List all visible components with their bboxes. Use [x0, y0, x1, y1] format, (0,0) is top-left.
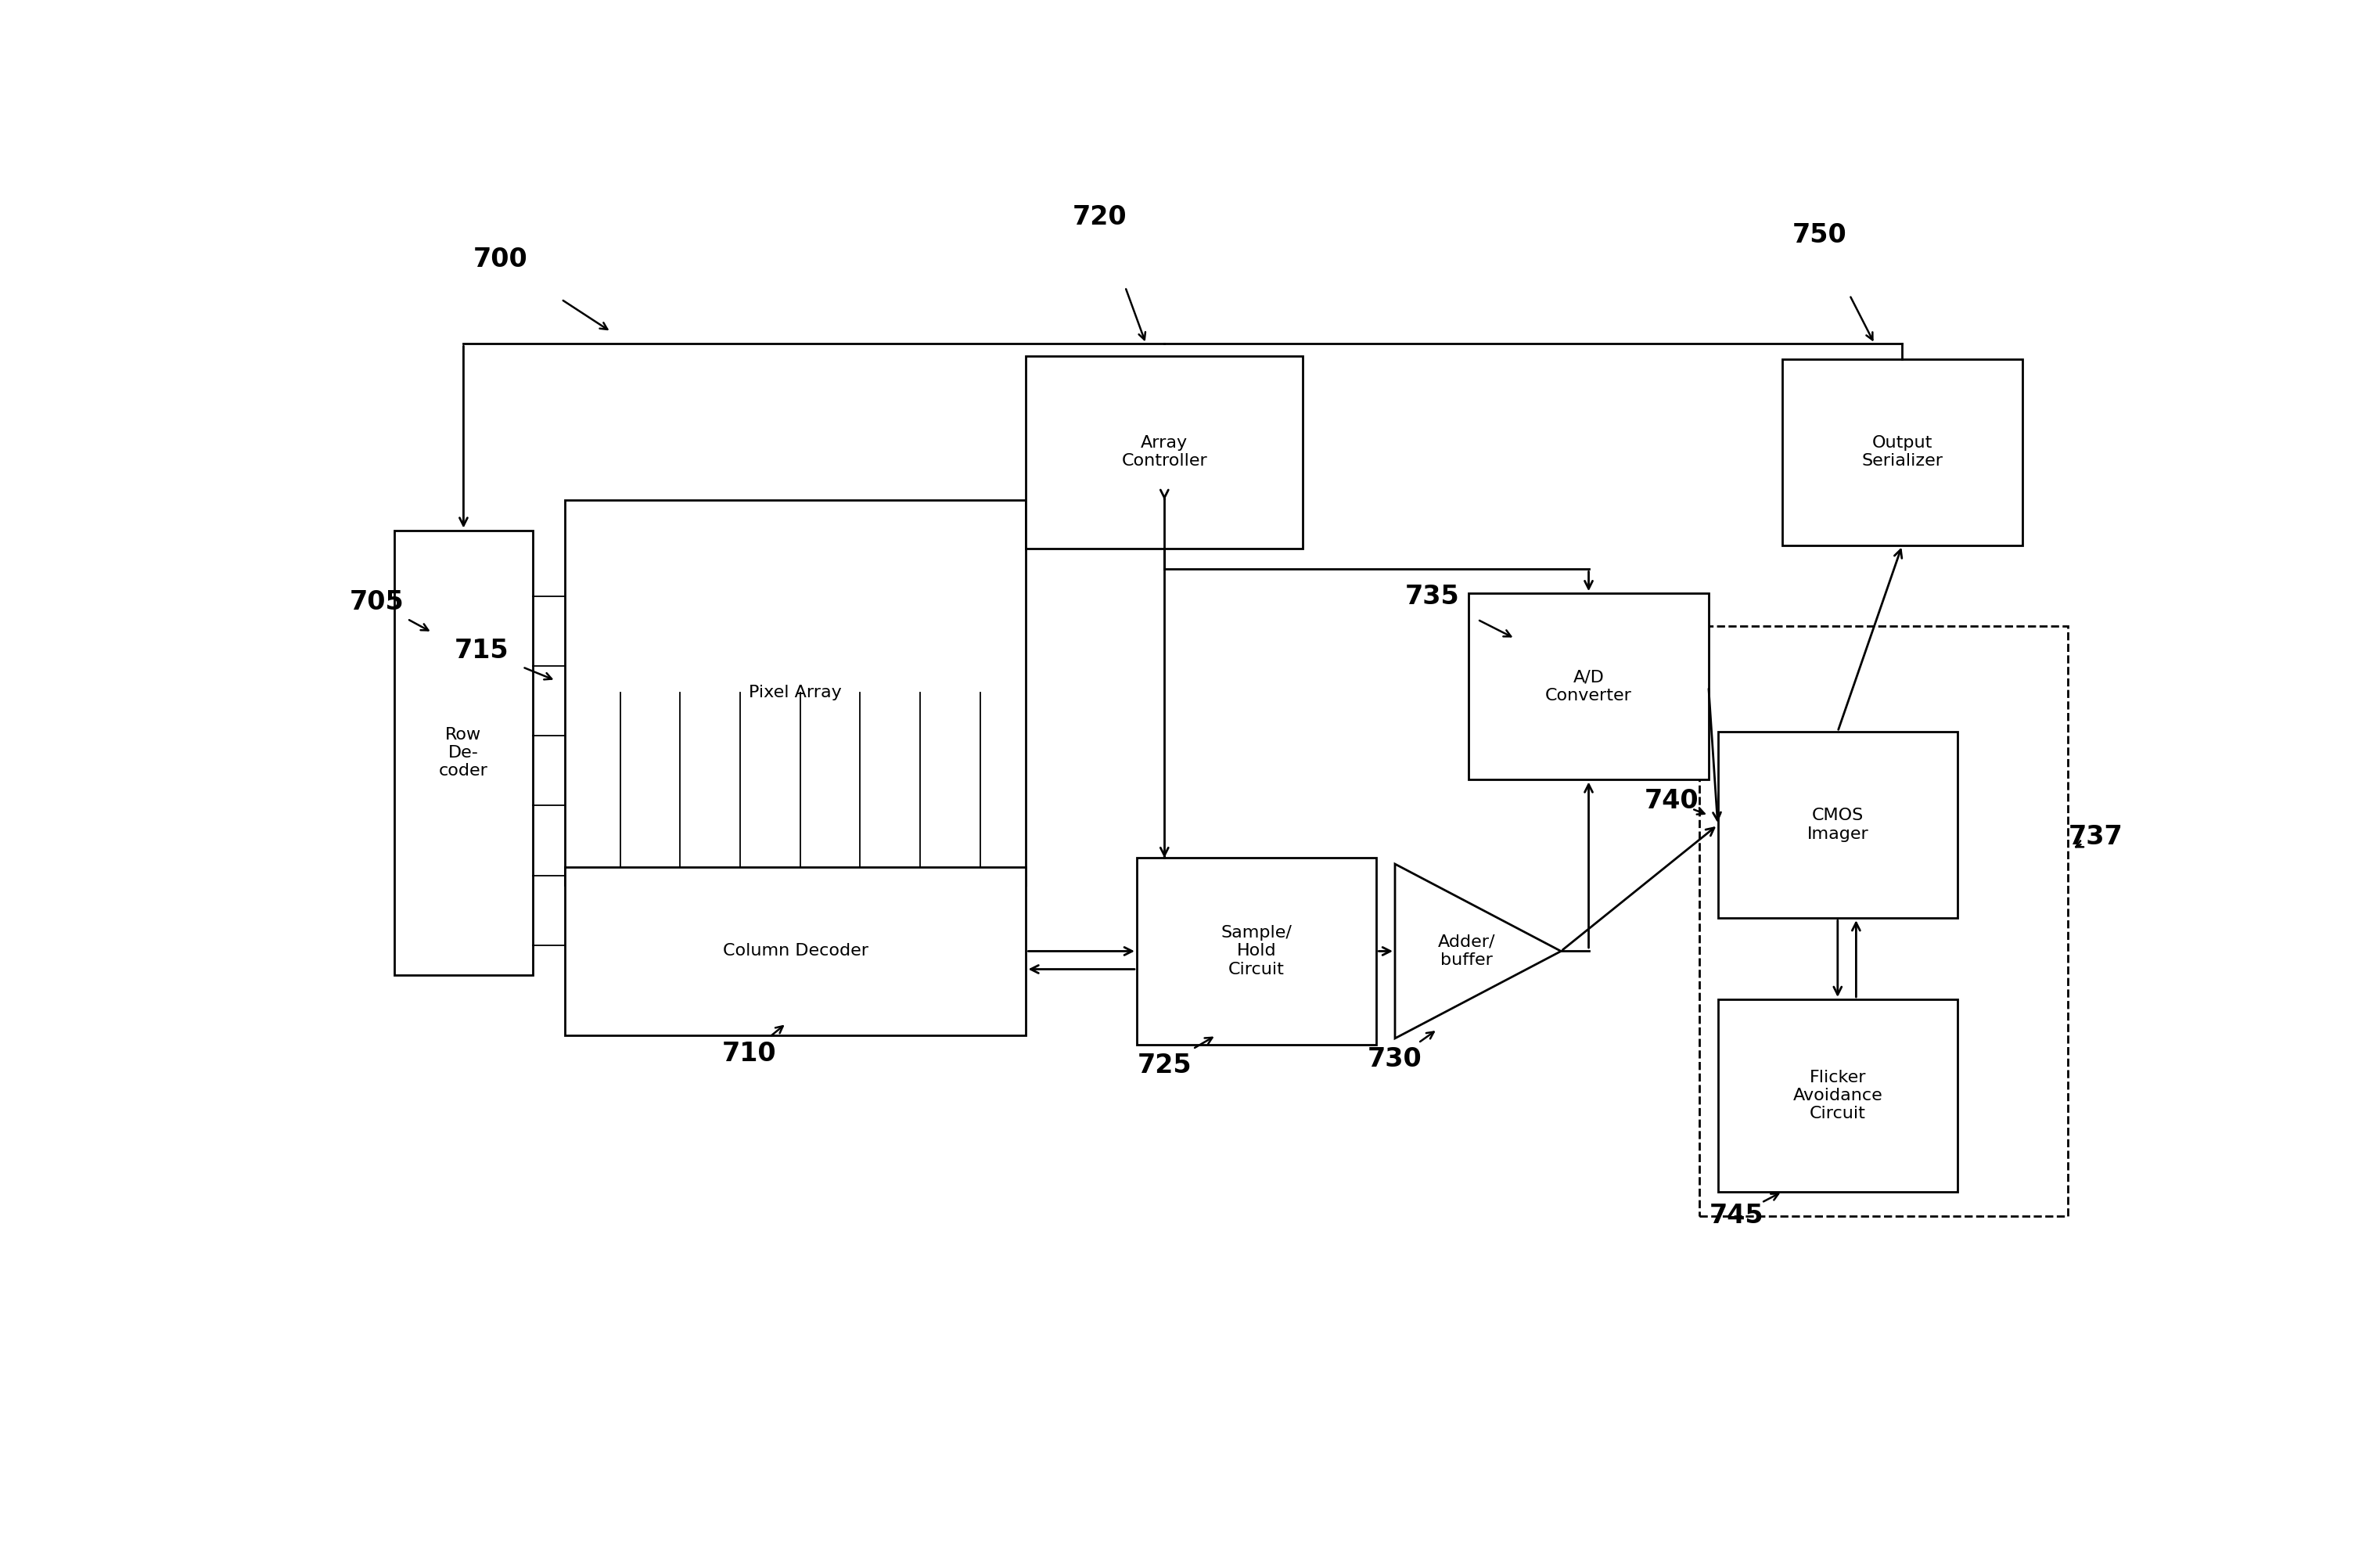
Text: Flicker
Avoidance
Circuit: Flicker Avoidance Circuit — [1792, 1070, 1883, 1122]
Bar — [395, 530, 533, 975]
Text: 750: 750 — [1792, 223, 1847, 248]
Bar — [1699, 626, 2068, 1215]
Bar — [1026, 356, 1302, 548]
Text: 720: 720 — [1073, 205, 1128, 231]
Text: CMOS
Imager: CMOS Imager — [1806, 808, 1868, 842]
Text: Adder/
buffer: Adder/ buffer — [1438, 934, 1495, 968]
Text: Sample/
Hold
Circuit: Sample/ Hold Circuit — [1221, 925, 1292, 978]
Text: 715: 715 — [455, 637, 509, 664]
Bar — [564, 867, 1026, 1036]
Text: Row
De-
coder: Row De- coder — [438, 726, 488, 779]
Text: A/D
Converter: A/D Converter — [1545, 670, 1633, 703]
Bar — [564, 500, 1026, 886]
Bar — [1138, 858, 1376, 1045]
Text: 735: 735 — [1404, 584, 1459, 609]
Text: 745: 745 — [1709, 1203, 1764, 1229]
Text: 705: 705 — [350, 589, 405, 615]
Text: 700: 700 — [474, 247, 528, 272]
Bar — [1718, 1000, 1959, 1192]
Text: Pixel Array: Pixel Array — [750, 684, 843, 700]
Text: 725: 725 — [1138, 1053, 1192, 1078]
Text: 710: 710 — [721, 1040, 776, 1067]
Text: 737: 737 — [2068, 825, 2123, 850]
Bar — [1718, 731, 1959, 918]
Text: Array
Controller: Array Controller — [1121, 436, 1207, 469]
Text: 740: 740 — [1645, 787, 1699, 814]
Bar — [1468, 594, 1709, 779]
Text: 730: 730 — [1368, 1047, 1423, 1073]
Bar — [1783, 359, 2023, 545]
Polygon shape — [1395, 864, 1561, 1039]
Text: Column Decoder: Column Decoder — [724, 943, 869, 959]
Text: Output
Serializer: Output Serializer — [1861, 436, 1942, 469]
